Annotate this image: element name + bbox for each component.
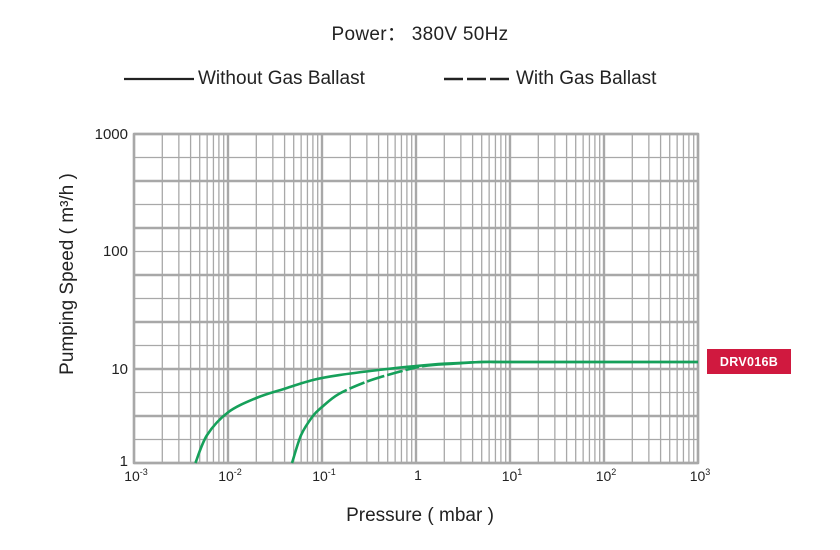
dashed-line-icon (444, 77, 512, 81)
legend-item-without-gas-ballast: Without Gas Ballast (124, 68, 365, 90)
legend-label: Without Gas Ballast (198, 68, 365, 89)
y-tick-10: 10 (111, 361, 128, 378)
x-tick-label: 102 (595, 467, 617, 484)
y-tick-100: 100 (102, 243, 128, 260)
legend-label: With Gas Ballast (516, 68, 657, 89)
y-tick-1: 1 (119, 453, 128, 470)
x-tick-label: 1 (414, 467, 422, 483)
curve-with-gas-ballast (290, 360, 698, 464)
x-tick-label: 10-2 (218, 467, 242, 484)
chart-title: Power： 380V 50Hz (331, 24, 509, 45)
x-tick-label: 10-3 (124, 467, 148, 484)
solid-line-icon (124, 77, 194, 81)
x-tick-label: 101 (501, 467, 523, 484)
x-tick-label: 103 (689, 467, 711, 484)
y-tick-1000: 1000 (94, 126, 128, 143)
y-axis-label: Pumping Speed ( m³/h ) (57, 173, 78, 375)
model-badge: DRV016B (707, 349, 791, 374)
legend-item-with-gas-ballast: With Gas Ballast (444, 68, 656, 90)
curve-without-gas-ballast (194, 360, 698, 464)
x-tick-label: 10-1 (312, 467, 336, 484)
x-axis-label: Pressure ( mbar ) (346, 505, 494, 526)
